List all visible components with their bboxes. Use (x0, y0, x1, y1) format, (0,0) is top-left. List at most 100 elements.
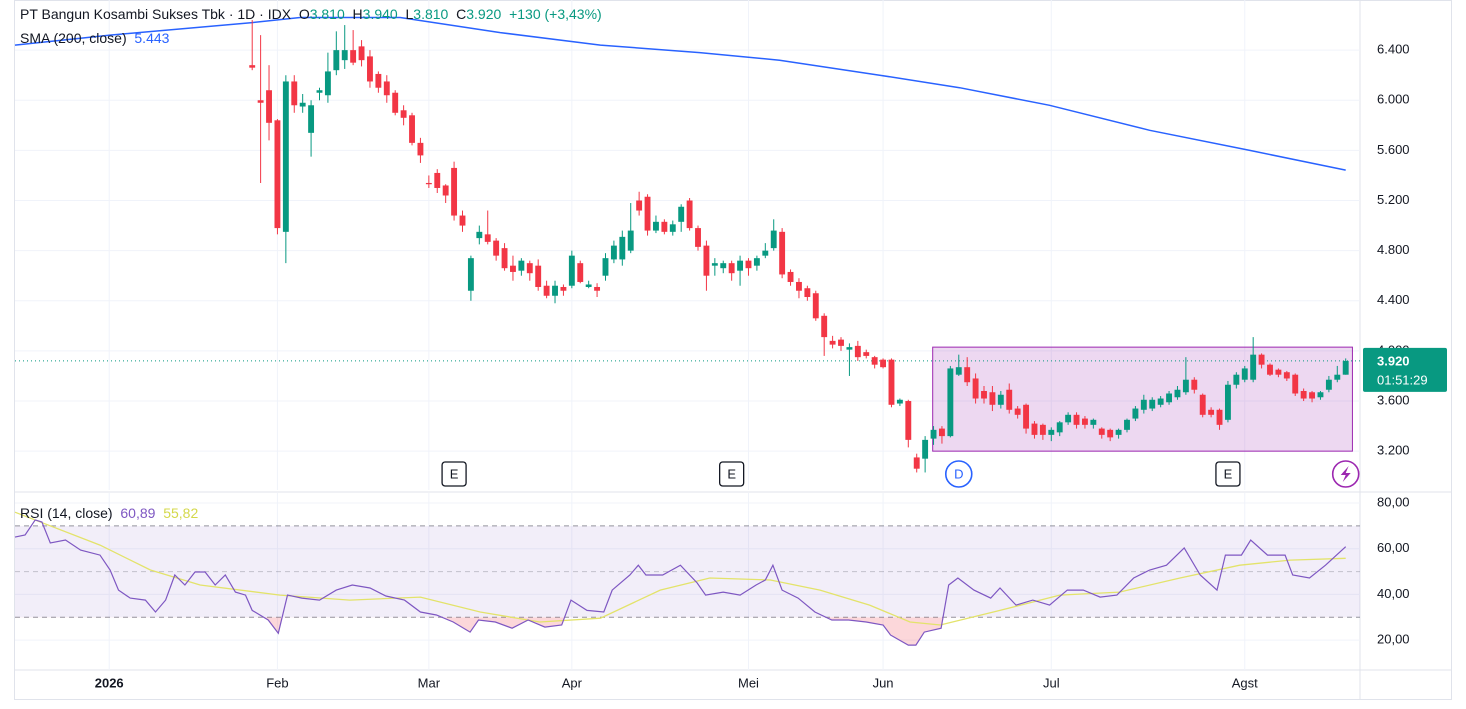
candle-body (568, 255, 575, 286)
candle-body (375, 73, 382, 88)
y-tick-label: 6.400 (1377, 42, 1410, 57)
candle-body (1023, 404, 1030, 429)
candle-body (266, 90, 272, 123)
candle-body (1216, 409, 1223, 425)
earnings-label: E (450, 466, 459, 481)
candle-body (451, 167, 458, 216)
candle-body (1275, 369, 1282, 375)
candle-body (1292, 374, 1299, 394)
candle-body (863, 352, 870, 356)
candle-body (400, 110, 407, 118)
candle-body (560, 286, 567, 291)
candle-body (467, 258, 474, 291)
rsi-line (14, 519, 1347, 646)
candle-body (484, 234, 491, 242)
close-value: 3.920 (466, 6, 502, 22)
candle-body (812, 293, 819, 319)
candle-body (905, 401, 912, 440)
earnings-badge (441, 461, 467, 487)
open-label: O (298, 6, 310, 22)
candle-body (1250, 354, 1257, 380)
candle-body (846, 347, 853, 350)
range-box (932, 346, 1353, 452)
candle-body (324, 71, 331, 96)
candle-body (333, 50, 340, 71)
high-value: 3.940 (362, 6, 398, 22)
candle-body (829, 340, 836, 345)
candle-body (1334, 374, 1341, 380)
x-tick-label: Apr (562, 675, 583, 690)
candle-body (678, 206, 685, 222)
candle-body (821, 315, 828, 338)
last-price-box (1363, 347, 1447, 392)
y-tick-label: 5.600 (1377, 142, 1410, 157)
alert-icon (1340, 466, 1351, 482)
rsi-ma-value: 55,82 (163, 505, 199, 521)
candle-body (299, 102, 306, 107)
symbol: PT Bangun Kosambi Sukses Tbk · 1D · IDX (20, 6, 292, 22)
candle-body (653, 221, 659, 231)
candle-body (981, 390, 987, 399)
plot-frame (14, 0, 1452, 700)
candle-body (1073, 414, 1080, 425)
candle-body (1233, 374, 1240, 385)
x-tick-label: Mei (738, 675, 759, 690)
x-tick-label: Feb (266, 675, 288, 690)
candle-body (274, 120, 281, 229)
candle-body (922, 439, 929, 459)
candle-body (1048, 429, 1055, 435)
sma-value: 5.443 (134, 30, 170, 46)
candle-body (1014, 408, 1021, 415)
candle-body (510, 265, 516, 272)
candle-body (838, 339, 844, 346)
x-tick-label: Jun (873, 675, 894, 690)
candle-body (661, 221, 668, 232)
y-tick-label: 3.200 (1377, 443, 1410, 458)
candle-body (854, 345, 861, 358)
candle-body (459, 215, 466, 226)
candle-body (358, 46, 365, 61)
dividend-badge (944, 460, 973, 488)
legend-main: PT Bangun Kosambi Sukses Tbk · 1D · IDX … (20, 6, 602, 22)
y-tick-label: 4.800 (1377, 242, 1410, 257)
candle-body (577, 263, 584, 282)
rsi-tick-label: 80,00 (1377, 494, 1410, 509)
candle-body (745, 260, 752, 269)
earnings-badge (719, 461, 745, 487)
low-value: 3.810 (413, 6, 449, 22)
rsi-band-fill (15, 525, 1360, 618)
y-tick-label: 5.200 (1377, 192, 1410, 207)
candle-body (1317, 392, 1324, 398)
candle-body (770, 230, 777, 249)
candle-body (518, 260, 525, 271)
candle-body (316, 90, 323, 93)
candle-body (552, 285, 558, 296)
candle-body (896, 399, 903, 404)
y-tick-label: 4.400 (1377, 292, 1410, 307)
candle-body (476, 231, 483, 239)
candle-body (888, 359, 895, 405)
candle-body (753, 258, 760, 266)
candle-body (1258, 354, 1265, 365)
sma-line (14, 16, 1346, 171)
candle-body (669, 224, 676, 232)
candle-body (585, 284, 592, 287)
candle-body (955, 367, 962, 375)
candle-body (997, 394, 1004, 405)
candle-body (1081, 418, 1088, 425)
candle-body (1342, 360, 1349, 375)
candle-body (282, 81, 289, 232)
candle-body (1149, 399, 1156, 409)
candle-body (383, 81, 390, 96)
legend-sma: SMA (200, close) 5.443 (20, 30, 169, 46)
candle-body (409, 115, 415, 143)
candle-body (1031, 423, 1038, 435)
candle-body (636, 200, 643, 211)
candle-body (493, 240, 500, 256)
last-price-label: 3.920 (1377, 353, 1410, 368)
candle-body (947, 368, 954, 437)
candle-body (1166, 393, 1173, 403)
candle-body (1090, 419, 1097, 425)
rsi-tick-label: 40,00 (1377, 586, 1410, 601)
